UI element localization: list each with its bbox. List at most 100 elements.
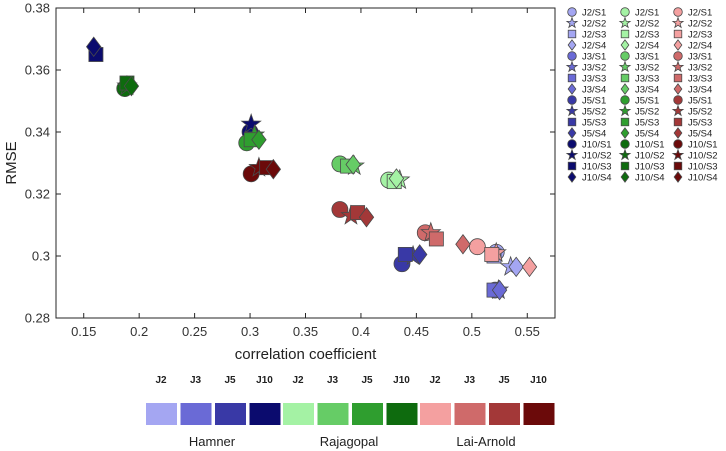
marker-lai-arnold-j5-s4-diamond xyxy=(358,206,375,228)
legend-marker xyxy=(673,95,683,105)
x-axis-label: correlation coefficient xyxy=(235,346,377,363)
legend-label: J5/S4 xyxy=(688,129,712,140)
color-key-header: J10 xyxy=(530,375,547,386)
legend-label: J10/S4 xyxy=(688,173,718,184)
legend-label: J2/S2 xyxy=(688,19,712,30)
y-tick-label: 0.34 xyxy=(25,125,50,140)
legend-marker xyxy=(620,73,630,83)
color-key-header: J2 xyxy=(155,375,167,386)
legend-label: J3/S2 xyxy=(635,63,659,74)
legend-label: J2/S3 xyxy=(688,30,712,41)
y-tick-label: 0.38 xyxy=(25,1,50,16)
legend-marker xyxy=(620,39,630,51)
legend-marker xyxy=(673,127,683,139)
legend-marker xyxy=(618,60,632,73)
legend-label: J2/S4 xyxy=(582,41,606,52)
x-tick-label: 0.3 xyxy=(241,324,259,339)
x-tick-label: 0.25 xyxy=(182,324,207,339)
color-key-swatch xyxy=(215,403,246,425)
legend-label: J5/S4 xyxy=(635,129,659,140)
legend-marker xyxy=(565,104,579,117)
color-key-group-label: Hamner xyxy=(189,434,236,449)
y-tick-label: 0.32 xyxy=(25,187,50,202)
legend-marker xyxy=(567,83,577,95)
legend-marker xyxy=(673,29,683,39)
legend-label: J3/S3 xyxy=(688,74,712,85)
legend-marker xyxy=(620,139,630,149)
legend-label: J2/S1 xyxy=(688,8,712,19)
legend-marker xyxy=(618,148,632,161)
x-tick-label: 0.5 xyxy=(463,324,481,339)
marker-lai-arnold-j3-s3-square xyxy=(428,231,444,247)
color-key-swatch xyxy=(146,403,177,425)
legend-label: J10/S3 xyxy=(635,162,665,173)
legend-marker xyxy=(567,171,577,183)
y-tick-label: 0.36 xyxy=(25,63,50,78)
color-key-swatch xyxy=(523,403,555,425)
legend-marker xyxy=(673,161,683,171)
color-key-swatch xyxy=(489,403,520,425)
color-key-header: J5 xyxy=(361,375,373,386)
legend-label: J3/S1 xyxy=(582,52,606,63)
legend-label: J2/S4 xyxy=(688,41,712,52)
legend-label: J10/S2 xyxy=(688,151,718,162)
x-tick-label: 0.4 xyxy=(352,324,370,339)
color-key: J2 J3 J5 J10 Hamner J2 J3 J5 J10 Rajagopal J2 J3 J5 J… xyxy=(146,375,555,449)
legend-label: J5/S3 xyxy=(688,118,712,129)
y-axis-label: RMSE xyxy=(3,141,20,184)
color-key-header: J3 xyxy=(464,375,476,386)
legend-label: J10/S1 xyxy=(688,140,718,151)
scatter-markers xyxy=(86,36,538,301)
legend-marker xyxy=(567,51,577,61)
legend-label: J3/S4 xyxy=(582,85,606,96)
legend-marker xyxy=(618,104,632,117)
legend-label: J10/S1 xyxy=(582,140,612,151)
legend-label: J3/S4 xyxy=(635,85,659,96)
legend-label: J10/S1 xyxy=(635,140,665,151)
marker-rajagopal-j10-s4-diamond xyxy=(123,75,140,97)
marker-lai-arnold-j2-s1-circle xyxy=(468,238,486,256)
legend-marker xyxy=(567,95,577,105)
color-key-header: J10 xyxy=(256,375,273,386)
color-key-swatch xyxy=(283,403,314,425)
legend-label: J10/S2 xyxy=(582,151,612,162)
x-tick-label: 0.35 xyxy=(293,324,318,339)
legend-label: J2/S3 xyxy=(582,30,606,41)
legend-marker xyxy=(565,16,579,29)
legend-marker xyxy=(671,104,685,117)
legend-marker xyxy=(567,73,577,83)
legend-marker xyxy=(620,51,630,61)
color-key-swatch xyxy=(249,403,281,425)
legend-label: J2/S3 xyxy=(635,30,659,41)
legend-marker xyxy=(567,139,577,149)
legend-marker xyxy=(673,73,683,83)
legend-label: J3/S1 xyxy=(635,52,659,63)
legend-marker xyxy=(567,117,577,127)
legend-marker xyxy=(567,7,577,17)
legend: J2/S1J2/S2J2/S3J2/S4J3/S1J3/S2J3/S3J3/S4… xyxy=(565,7,718,184)
legend-marker xyxy=(620,161,630,171)
marker-rajagopal-j5-s4-diamond xyxy=(251,129,267,151)
legend-label: J2/S4 xyxy=(635,41,659,52)
legend-label: J3/S2 xyxy=(688,63,712,74)
color-key-header: J2 xyxy=(292,375,304,386)
marker-hamner-j10-s4-diamond xyxy=(86,36,102,58)
legend-marker xyxy=(620,117,630,127)
color-key-header: J3 xyxy=(190,375,202,386)
marker-hamner-j10-s2-star xyxy=(240,113,262,134)
legend-label: J5/S2 xyxy=(582,107,606,118)
plot-frame xyxy=(55,7,556,319)
legend-marker xyxy=(620,95,630,105)
x-tick-label: 0.2 xyxy=(130,324,148,339)
legend-marker xyxy=(620,171,630,183)
color-key-header: J3 xyxy=(327,375,339,386)
legend-marker xyxy=(567,161,577,171)
marker-lai-arnold-j2-s4-diamond xyxy=(521,256,538,278)
color-key-swatch xyxy=(386,403,418,425)
legend-label: J5/S2 xyxy=(688,107,712,118)
legend-label: J3/S3 xyxy=(582,74,606,85)
marker-hamner-j5-s4-diamond xyxy=(412,244,428,265)
color-key-group-label: Rajagopal xyxy=(320,434,379,449)
legend-marker xyxy=(620,7,630,17)
legend-label: J10/S3 xyxy=(582,162,612,173)
